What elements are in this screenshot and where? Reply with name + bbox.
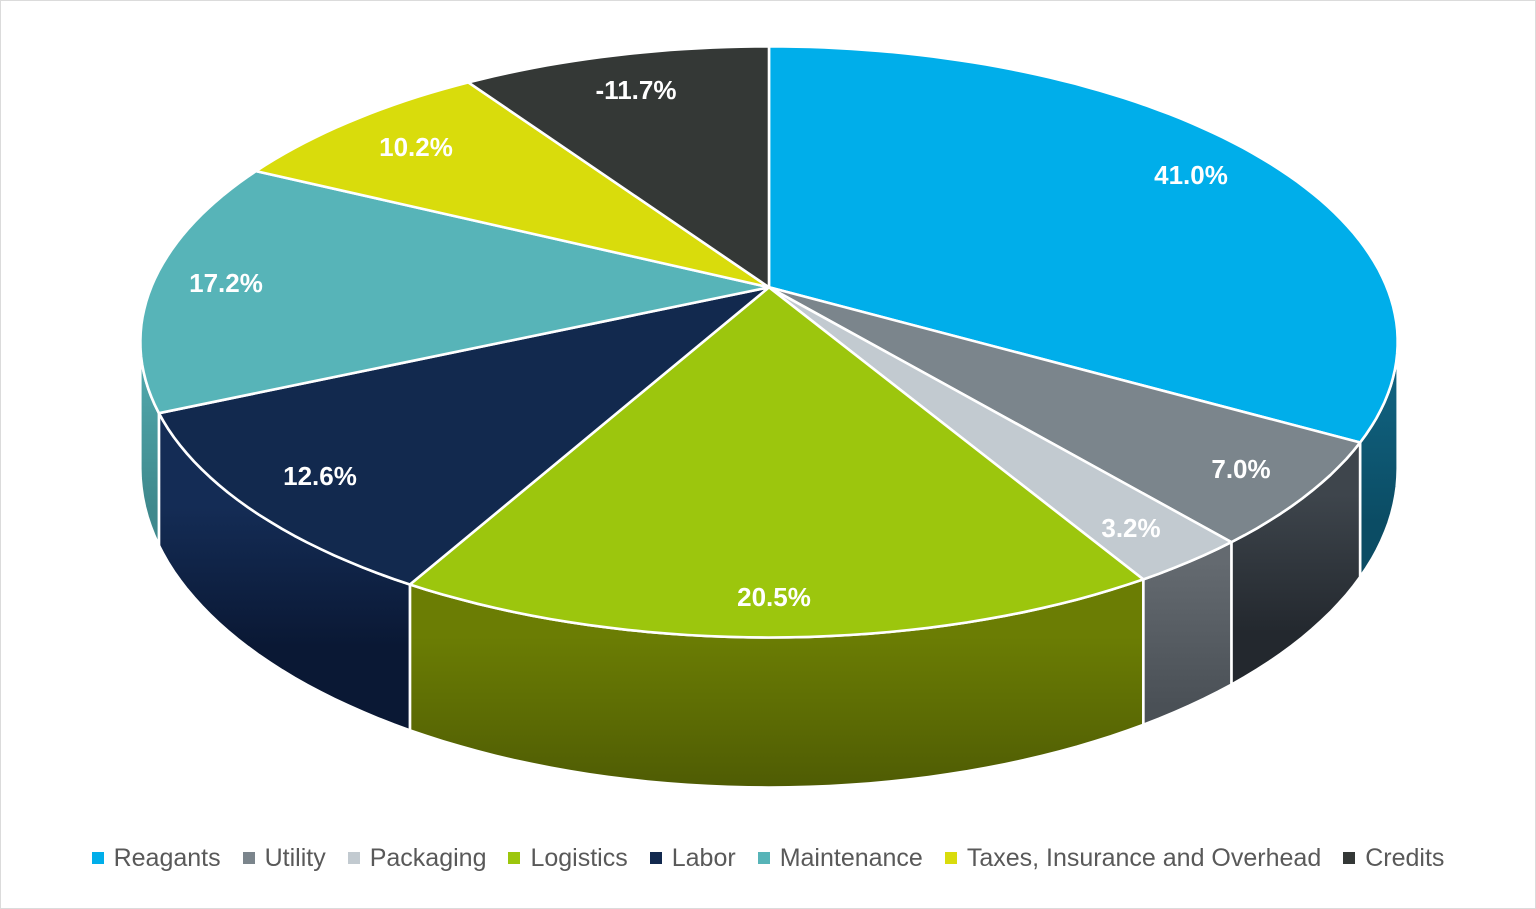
svg-text:-11.7%: -11.7% bbox=[596, 75, 677, 105]
svg-text:7.0%: 7.0% bbox=[1211, 454, 1270, 484]
svg-text:17.2%: 17.2% bbox=[189, 268, 263, 298]
svg-text:41.0%: 41.0% bbox=[1154, 160, 1228, 190]
svg-text:12.6%: 12.6% bbox=[283, 461, 357, 491]
svg-text:20.5%: 20.5% bbox=[737, 582, 811, 612]
svg-text:10.2%: 10.2% bbox=[379, 132, 453, 162]
svg-text:3.2%: 3.2% bbox=[1101, 513, 1160, 543]
